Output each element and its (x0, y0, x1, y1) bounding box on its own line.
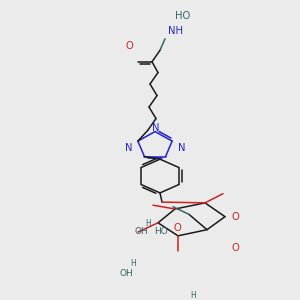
Text: N: N (125, 143, 133, 153)
Text: H: H (130, 260, 136, 268)
Text: N: N (178, 143, 186, 153)
Text: O: O (231, 212, 239, 222)
Text: NH: NH (168, 26, 183, 36)
Text: HO: HO (154, 227, 168, 236)
Text: O: O (174, 223, 182, 233)
Text: N: N (152, 123, 160, 133)
Text: H: H (190, 290, 196, 299)
Text: H: H (145, 220, 151, 229)
Text: OH: OH (134, 226, 148, 236)
Text: OH: OH (119, 268, 133, 278)
Text: HO: HO (175, 11, 190, 21)
Text: O: O (232, 243, 240, 253)
Text: O: O (125, 41, 133, 51)
